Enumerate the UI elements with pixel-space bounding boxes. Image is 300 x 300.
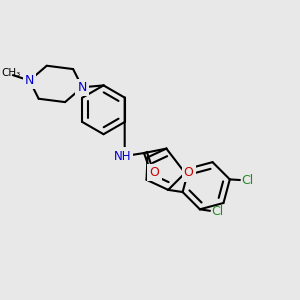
Text: Cl: Cl [241,174,254,188]
Text: NH: NH [114,149,131,163]
Text: O: O [184,167,194,179]
Text: O: O [149,166,159,179]
Text: CH₃: CH₃ [1,68,20,78]
Text: Cl: Cl [211,205,224,218]
Text: N: N [78,81,87,94]
Text: N: N [25,74,34,87]
